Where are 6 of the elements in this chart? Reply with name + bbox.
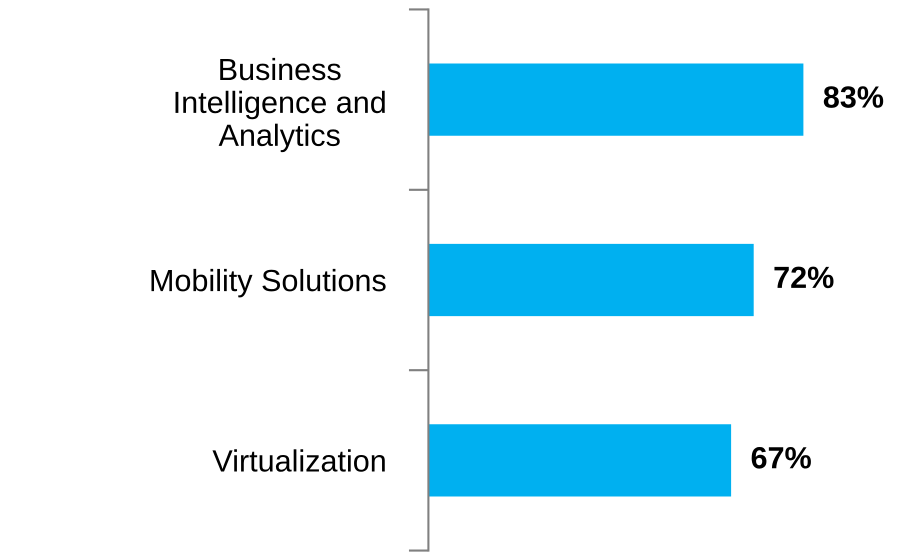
data-label: 72%	[774, 266, 834, 288]
data-label: 67%	[752, 446, 811, 469]
y-tick-label: Mobility Solutions	[151, 268, 386, 298]
data-label: 83%	[824, 86, 884, 108]
y-tick-label: Business Intelligence and Analytics	[176, 58, 385, 152]
y-tick-label: Virtualization	[212, 449, 385, 472]
